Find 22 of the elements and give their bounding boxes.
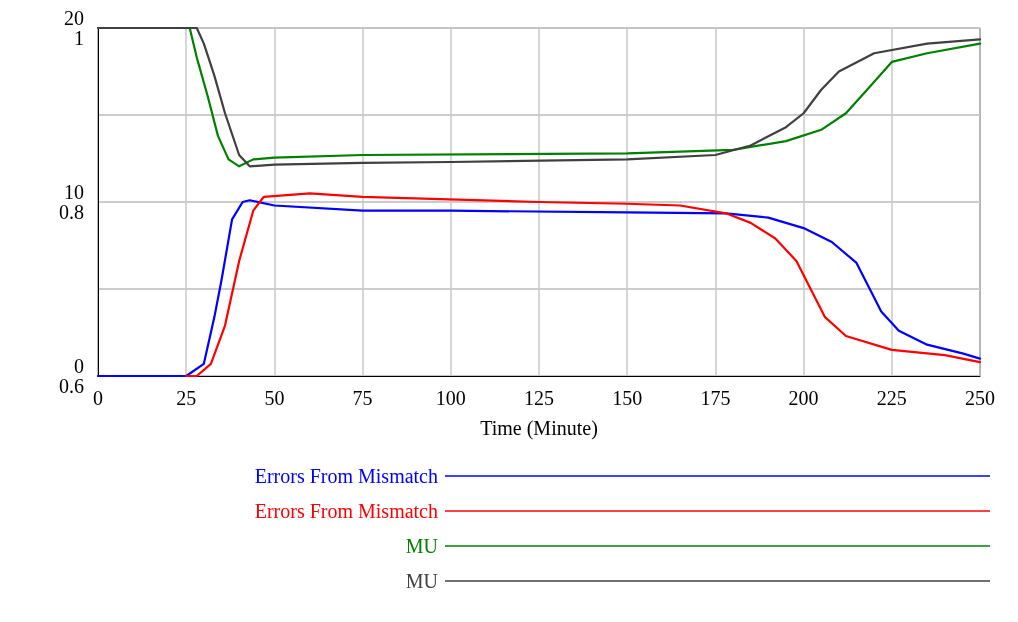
x-tick-label: 0: [93, 387, 103, 409]
x-tick-label: 225: [876, 387, 907, 409]
text: Errors From Mismatch: [254, 465, 438, 487]
x-tick-label: 25: [176, 387, 197, 409]
x-tick-label: 100: [435, 387, 466, 409]
text: MU: [405, 570, 439, 592]
y-tick-label: 10: [64, 181, 84, 203]
x-tick-label: 200: [788, 387, 819, 409]
y2-tick-label: 0.8: [59, 201, 84, 223]
x-tick-label: 75: [352, 387, 373, 409]
x-tick-label: 150: [612, 387, 643, 409]
x-tick-label: 125: [524, 387, 554, 409]
y2-tick-label: 1: [74, 27, 84, 49]
x-tick-label: 50: [264, 387, 285, 409]
x-tick-label: 175: [700, 387, 731, 409]
x-tick-label: 250: [965, 387, 995, 409]
y-tick-label: 20: [64, 7, 84, 29]
text: MU: [405, 535, 439, 557]
text: Errors From Mismatch: [254, 500, 438, 522]
y2-tick-label: 0.6: [59, 375, 84, 397]
x-axis-title: Time (Minute): [480, 417, 598, 440]
y-tick-label: 0: [74, 355, 84, 377]
